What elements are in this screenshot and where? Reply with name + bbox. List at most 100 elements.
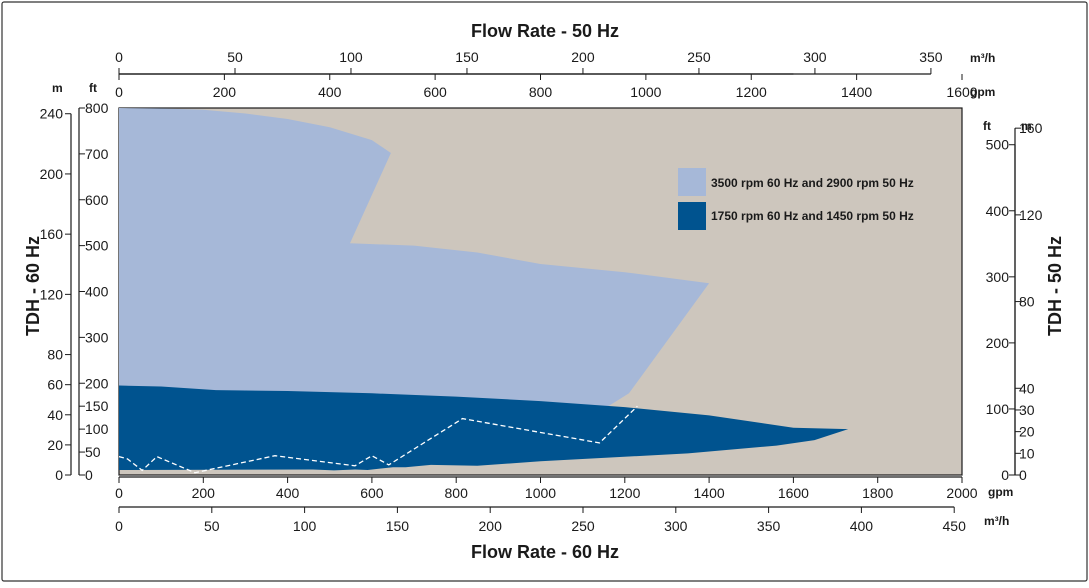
x-axis-gpm-60hz-tick-label: 600 <box>360 485 384 501</box>
x-axis-gpm-50hz-tick-label: 1400 <box>841 84 872 100</box>
y-axis-m-60hz-tick-label: 240 <box>40 106 64 122</box>
x-axis-gpm-60hz-tick-label: 2000 <box>946 485 977 501</box>
x-axis-m3h-50hz-tick-label: 300 <box>803 49 827 65</box>
y-axis-ft-60hz-tick-label: 800 <box>85 100 109 116</box>
x-axis-m3h-50hz-tick-label: 100 <box>339 49 363 65</box>
y-axis-ft-60hz-tick-label: 100 <box>85 421 109 437</box>
y-axis-ft-50hz-tick-label: 200 <box>986 335 1010 351</box>
left-ft-unit: ft <box>89 81 97 95</box>
y-axis-ft-60hz-tick-label: 0 <box>85 467 93 483</box>
x-axis-gpm-60hz-tick-label: 800 <box>445 485 469 501</box>
x-axis-gpm-60hz-tick-label: 0 <box>115 485 123 501</box>
y-axis-ft-60hz-tick-label: 300 <box>85 329 109 345</box>
x-axis-m3h-60hz-tick-label: 250 <box>571 518 595 534</box>
x-axis-gpm-60hz-tick-label: 400 <box>276 485 300 501</box>
y-axis-m-60hz-tick-label: 80 <box>47 347 63 363</box>
right-ft-unit: ft <box>983 119 991 133</box>
legend-swatch-3500rpm <box>678 168 706 196</box>
x-axis-m3h-60hz-tick-label: 300 <box>664 518 688 534</box>
legend-label-1750rpm: 1750 rpm 60 Hz and 1450 rpm 50 Hz <box>711 209 914 223</box>
y-axis-ft-60hz-tick-label: 400 <box>85 284 109 300</box>
y-axis-m-60hz: 0 20 40 60 80 120 160 200 240 <box>40 106 72 483</box>
x-axis-m3h-60hz-tick-label: 150 <box>386 518 410 534</box>
y-axis-ft-60hz-tick-label: 600 <box>85 192 109 208</box>
y-axis-m-60hz-tick-label: 0 <box>55 467 63 483</box>
legend-swatch-1750rpm <box>678 202 706 230</box>
bottom-m3h-unit: m³/h <box>984 514 1009 528</box>
y-axis-ft-50hz-tick-label: 300 <box>986 269 1010 285</box>
x-axis-m3h-60hz-tick-label: 100 <box>293 518 317 534</box>
x-axis-gpm-60hz-tick-label: 1800 <box>862 485 893 501</box>
top-axis-title: Flow Rate - 50 Hz <box>471 21 619 41</box>
x-axis-m3h-50hz-tick-label: 200 <box>571 49 595 65</box>
y-axis-m-50hz-tick-label: 120 <box>1019 207 1043 223</box>
y-axis-m-50hz-tick-label: 20 <box>1019 424 1035 440</box>
x-axis-m3h-60hz-tick-label: 50 <box>204 518 220 534</box>
y-axis-ft-60hz-tick-label: 700 <box>85 146 109 162</box>
series-area-3500rpm <box>119 108 710 453</box>
y-axis-ft-60hz-tick-label: 500 <box>85 238 109 254</box>
y-axis-ft-50hz-tick-label: 500 <box>986 137 1010 153</box>
right-m-unit: m <box>1021 119 1032 133</box>
y-axis-m-60hz-tick-label: 120 <box>40 286 64 302</box>
y-axis-ft-50hz-tick-label: 0 <box>1001 467 1009 483</box>
y-axis-m-60hz-tick-label: 40 <box>47 407 63 423</box>
x-axis-m3h-50hz-tick-label: 50 <box>227 49 243 65</box>
x-axis-m3h-60hz-tick-label: 350 <box>757 518 781 534</box>
series-area-1750rpm <box>119 385 849 471</box>
x-axis-gpm-60hz-tick-label: 1600 <box>778 485 809 501</box>
bottom-axis-title: Flow Rate - 60 Hz <box>471 542 619 562</box>
x-axis-gpm-60hz-tick-label: 1400 <box>694 485 725 501</box>
x-axis-m3h-60hz: 0 50 100 150 200 250 300 350 400 450 <box>115 506 967 534</box>
x-axis-gpm-50hz-tick-label: 600 <box>423 84 447 100</box>
x-axis-m3h-60hz-tick-label: 400 <box>850 518 874 534</box>
x-axis-m3h-50hz-tick-label: 250 <box>687 49 711 65</box>
x-axis-gpm-60hz-tick-label: 200 <box>192 485 216 501</box>
y-axis-m-60hz-tick-label: 200 <box>40 166 64 182</box>
dashed-boundary-line <box>118 405 638 474</box>
x-axis-m3h-60hz-tick-label: 0 <box>115 518 123 534</box>
x-axis-gpm-50hz-tick-label: 1200 <box>736 84 767 100</box>
dashed-boundary-layer <box>118 405 638 474</box>
y-axis-m-60hz-tick-label: 60 <box>47 377 63 393</box>
y-axis-m-50hz-tick-label: 30 <box>1019 402 1035 418</box>
y-axis-m-50hz-tick-label: 80 <box>1019 294 1035 310</box>
top-gpm-unit: gpm <box>970 85 995 99</box>
y-axis-m-60hz-tick-label: 160 <box>40 226 64 242</box>
legend: 3500 rpm 60 Hz and 2900 rpm 50 Hz 1750 r… <box>678 168 914 230</box>
x-axis-gpm-60hz-tick-label: 1000 <box>525 485 556 501</box>
y-axis-m-50hz: 0 10 20 30 40 80 120 160 <box>1014 120 1043 483</box>
x-axis-gpm-50hz-tick-label: 200 <box>213 84 237 100</box>
right-axis-title: TDH - 50 Hz <box>1045 236 1065 336</box>
x-axis-gpm-50hz-tick-label: 800 <box>529 84 553 100</box>
x-axis-gpm-50hz-tick-label: 400 <box>318 84 342 100</box>
y-axis-m-50hz-tick-label: 40 <box>1019 380 1035 396</box>
y-axis-ft-60hz: 0 50 100 150 200 300 400 500 600 700 800 <box>78 100 109 483</box>
left-m-unit: m <box>52 81 63 95</box>
series-layer <box>119 108 849 471</box>
y-axis-m-60hz-tick-label: 20 <box>47 437 63 453</box>
y-axis-m-50hz-tick-label: 10 <box>1019 445 1035 461</box>
bottom-gpm-unit: gpm <box>988 485 1013 499</box>
x-axis-m3h-50hz: 0 50 100 150 200 250 300 350 <box>115 49 943 75</box>
x-axis-gpm-50hz-tick-label: 1000 <box>630 84 661 100</box>
x-axis-m3h-60hz-tick-label: 200 <box>479 518 503 534</box>
top-m3h-unit: m³/h <box>970 51 995 65</box>
y-axis-ft-60hz-tick-label: 50 <box>85 444 101 460</box>
left-axis-title: TDH - 60 Hz <box>23 236 43 336</box>
y-axis-ft-60hz-tick-label: 150 <box>85 398 109 414</box>
x-axis-gpm-50hz-tick-label: 1600 <box>946 84 977 100</box>
x-axis-m3h-50hz-tick-label: 150 <box>455 49 479 65</box>
y-axis-ft-60hz-tick-label: 200 <box>85 375 109 391</box>
x-axis-m3h-60hz-tick-label: 450 <box>943 518 967 534</box>
x-axis-gpm-60hz: 0 200 400 600 800 1000 1200 1400 1600 1800 2000 <box>115 476 978 501</box>
x-axis-m3h-50hz-tick-label: 350 <box>919 49 943 65</box>
x-axis-m3h-50hz-tick-label: 0 <box>115 49 123 65</box>
x-axis-gpm-50hz-tick-label: 0 <box>115 84 123 100</box>
legend-label-3500rpm: 3500 rpm 60 Hz and 2900 rpm 50 Hz <box>711 176 914 190</box>
y-axis-ft-50hz-tick-label: 100 <box>986 401 1010 417</box>
x-axis-gpm-60hz-tick-label: 1200 <box>609 485 640 501</box>
